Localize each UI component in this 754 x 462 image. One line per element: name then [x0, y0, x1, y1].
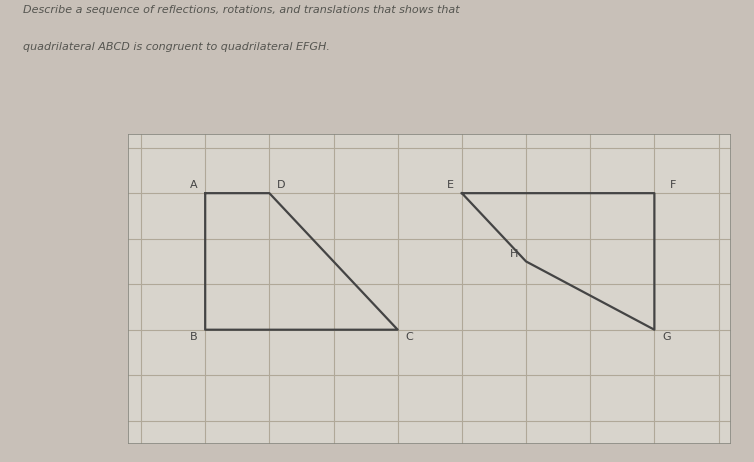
- Text: A: A: [190, 181, 198, 190]
- Text: B: B: [190, 333, 198, 342]
- Text: Describe a sequence of reflections, rotations, and translations that shows that: Describe a sequence of reflections, rota…: [23, 5, 459, 15]
- Text: D: D: [277, 181, 286, 190]
- Text: H: H: [510, 249, 518, 259]
- Text: C: C: [406, 333, 413, 342]
- Text: G: G: [662, 333, 671, 342]
- Text: quadrilateral ABCD is congruent to quadrilateral EFGH.: quadrilateral ABCD is congruent to quadr…: [23, 42, 329, 52]
- Text: E: E: [447, 181, 454, 190]
- Text: F: F: [670, 181, 676, 190]
